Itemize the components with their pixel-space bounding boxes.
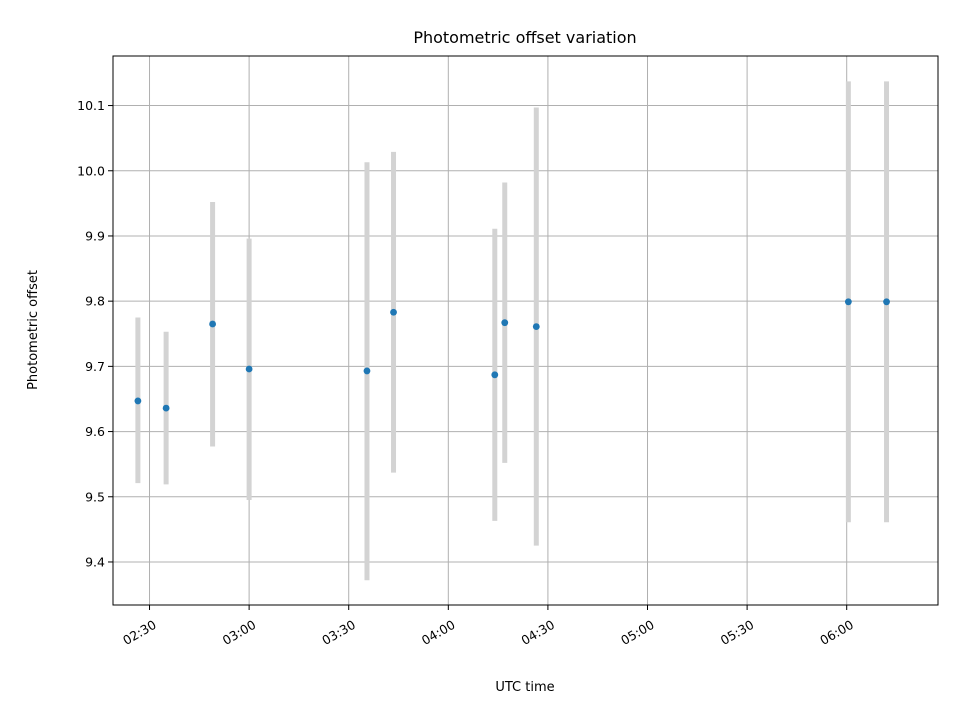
y-tick-label: 10.0	[77, 163, 105, 178]
y-tick-label: 10.1	[77, 98, 105, 113]
y-tick-label: 9.8	[85, 294, 105, 309]
data-point	[209, 320, 216, 328]
x-tick-label: 05:30	[718, 617, 757, 648]
chart-title: Photometric offset variation	[413, 28, 636, 47]
x-axis-label: UTC time	[495, 680, 554, 695]
grid-lines	[113, 56, 938, 605]
x-tick-label: 03:00	[220, 617, 259, 648]
y-tick-label: 9.4	[85, 554, 105, 569]
y-tick-label: 9.5	[85, 489, 105, 504]
y-tick-label: 9.7	[85, 359, 105, 374]
x-tick-label: 06:00	[817, 617, 856, 648]
data-point	[844, 298, 852, 306]
data-points	[134, 298, 890, 412]
x-tick-label: 04:00	[419, 617, 458, 648]
y-axis-label: Photometric offset	[26, 270, 41, 390]
data-point	[501, 319, 509, 327]
data-point	[162, 404, 170, 412]
plot-frame	[112, 55, 939, 606]
data-point	[134, 397, 142, 405]
x-tick-label: 02:30	[120, 617, 159, 648]
y-tick-label: 9.6	[85, 424, 105, 439]
data-point	[390, 308, 397, 316]
axis-ticks: 02:30 03:00 03:30 04:00 04:30 05:00 05:30 06:00…	[77, 98, 856, 648]
x-tick-label: 05:00	[618, 617, 657, 648]
error-bars	[135, 81, 890, 581]
x-tick-label: 04:30	[519, 617, 558, 648]
data-point	[245, 365, 253, 373]
data-point	[363, 367, 371, 375]
data-point	[532, 323, 540, 330]
y-tick-label: 9.9	[85, 228, 105, 243]
x-tick-label: 03:30	[319, 617, 358, 648]
data-point	[491, 371, 499, 379]
data-point	[883, 298, 890, 306]
